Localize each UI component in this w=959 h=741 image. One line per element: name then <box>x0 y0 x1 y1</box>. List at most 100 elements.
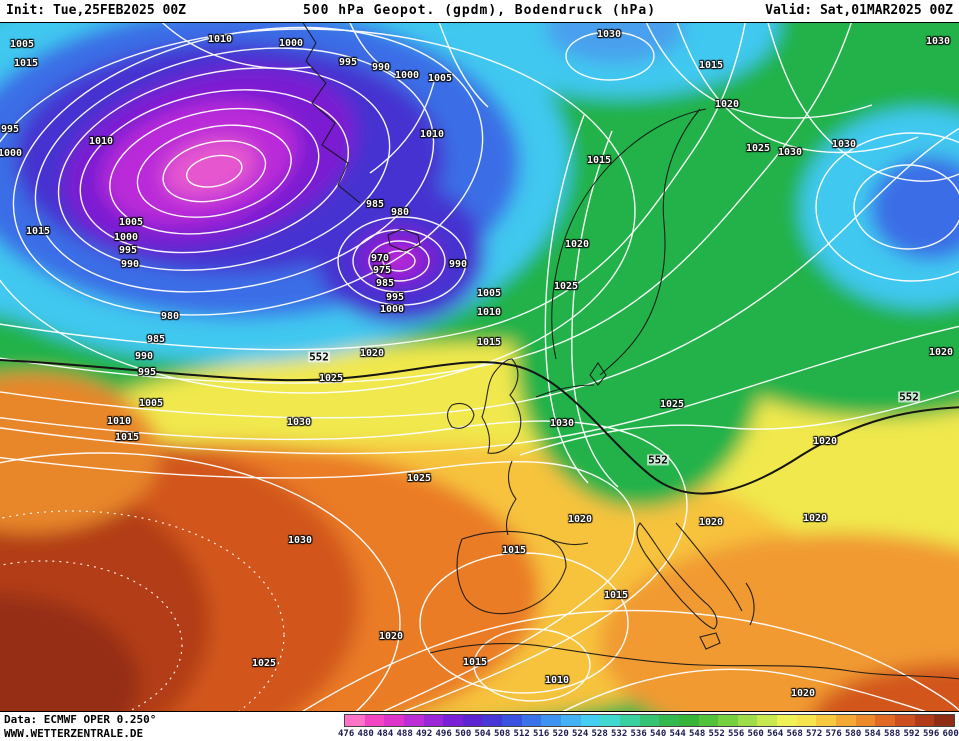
colorbar-tick: 536 <box>630 729 647 739</box>
colorbar-segment <box>619 715 640 726</box>
colorbar-segment <box>934 715 954 726</box>
colorbar-segment <box>894 715 915 726</box>
colorbar-segment <box>914 715 935 726</box>
isobar-label: 1000 <box>0 148 23 159</box>
isobar-label: 1025 <box>659 399 685 410</box>
colorbar-segment <box>364 715 385 726</box>
colorbar-tick: 532 <box>611 729 628 739</box>
isobar-label: 1020 <box>359 348 385 359</box>
isobar-label: 1020 <box>714 99 740 110</box>
isobar-label: 1010 <box>88 136 114 147</box>
colorbar-segment <box>836 715 856 726</box>
isobar-label: 1020 <box>802 513 828 524</box>
isobar-label: 1020 <box>812 436 838 447</box>
geopotential-field-svg <box>0 23 959 711</box>
colorbar-segment <box>757 715 778 726</box>
colorbar-tick: 596 <box>923 729 940 739</box>
colorbar-tick: 584 <box>864 729 881 739</box>
isobar-label: 1025 <box>318 373 344 384</box>
colorbar-tick: 516 <box>533 729 550 739</box>
filled-contours <box>0 23 959 711</box>
isobar-label: 995 <box>137 367 157 378</box>
colorbar-tick: 484 <box>377 729 394 739</box>
colorbar-tick: 556 <box>728 729 745 739</box>
colorbar-segment <box>423 715 444 726</box>
colorbar-segment <box>875 715 895 726</box>
isobar-label: 995 <box>0 124 20 135</box>
init-time: Init: Tue,25FEB2025 00Z <box>6 3 187 18</box>
isobar-label: 1025 <box>251 658 277 669</box>
colorbar-tick: 548 <box>689 729 706 739</box>
isobar-label: 1025 <box>745 143 771 154</box>
colorbar-tick: 576 <box>825 729 842 739</box>
height-contour-label: 552 <box>647 453 669 467</box>
isobar-label: 1020 <box>378 631 404 642</box>
height-contour-552 <box>0 358 959 495</box>
colorbar-tick: 588 <box>884 729 901 739</box>
isobar-label: 1020 <box>928 347 954 358</box>
colorbar-segment <box>639 715 660 726</box>
colorbar-segment <box>502 715 522 726</box>
isobar-label: 1015 <box>476 337 502 348</box>
map-footer: Data: ECMWF OPER 0.250° WWW.WETTERZENTRA… <box>0 712 959 741</box>
colorbar-segment <box>384 715 404 726</box>
colorbar-segment <box>678 715 699 726</box>
colorbar-segment <box>580 715 601 726</box>
colorbar-tick: 540 <box>650 729 667 739</box>
weather-map: 1005 1015 1010 1000 990 995 1000 1005 1010 985 980… <box>0 22 959 712</box>
isobar-label: 1005 <box>9 39 35 50</box>
isobar-label: 1000 <box>379 304 405 315</box>
isobar-label: 1030 <box>287 535 313 546</box>
colorbar-ticks: 476 480 484 488 492 496 500 504 508 512 516 520 524 5… <box>338 729 959 739</box>
data-source: Data: ECMWF OPER 0.250° <box>4 713 157 726</box>
isobar-label: 1030 <box>831 139 857 150</box>
isobar-label: 990 <box>371 62 391 73</box>
map-header: Init: Tue,25FEB2025 00Z 500 hPa Geopot. … <box>0 0 959 22</box>
colorbar-tick: 520 <box>552 729 569 739</box>
colorbar-tick: 592 <box>903 729 920 739</box>
colorbar-tick: 600 <box>942 729 959 739</box>
map-title: 500 hPa Geopot. (gpdm), Bodendruck (hPa) <box>302 3 657 18</box>
colorbar-tick: 552 <box>708 729 725 739</box>
colorbar-tick: 568 <box>786 729 803 739</box>
colorbar-segment <box>403 715 424 726</box>
isobar-label: 1030 <box>596 29 622 40</box>
colorbar-segment <box>796 715 817 726</box>
colorbar-tick: 508 <box>494 729 511 739</box>
website: WWW.WETTERZENTRALE.DE <box>4 727 144 740</box>
colorbar-tick: 500 <box>455 729 472 739</box>
isobar-label: 1030 <box>286 417 312 428</box>
colorbar-segment <box>561 715 581 726</box>
isobar-label: 980 <box>390 207 410 218</box>
colorbar-segment <box>462 715 483 726</box>
colorbar-segment <box>345 715 365 726</box>
isobar-label: 1010 <box>106 416 132 427</box>
colorbar-tick: 580 <box>845 729 862 739</box>
valid-time: Valid: Sat,01MAR2025 00Z <box>765 3 953 18</box>
colorbar-segment <box>698 715 719 726</box>
colorbar-tick: 480 <box>357 729 374 739</box>
map-labels-layer: 1005 1015 1010 1000 990 995 1000 1005 1010 985 980… <box>0 23 959 711</box>
colorbar-segment <box>600 715 620 726</box>
isobar-label: 1025 <box>553 281 579 292</box>
isobar-label: 970 <box>370 253 390 264</box>
isobar-label: 1015 <box>25 226 51 237</box>
colorbar-segment <box>659 715 679 726</box>
isobar-label: 985 <box>375 278 395 289</box>
colorbar-tick: 544 <box>669 729 686 739</box>
colorbar-tick: 528 <box>591 729 608 739</box>
colorbar-segment <box>777 715 797 726</box>
isobar-label: 1010 <box>207 34 233 45</box>
colorbar-segment <box>718 715 738 726</box>
isobar-label: 1030 <box>549 418 575 429</box>
isobar-label: 990 <box>448 259 468 270</box>
isobar-label: 1010 <box>544 675 570 686</box>
height-contour-label: 552 <box>898 390 920 404</box>
dotted-isobar-contours <box>0 510 285 711</box>
isobar-label: 985 <box>146 334 166 345</box>
isobar-label: 1015 <box>501 545 527 556</box>
coastlines <box>302 23 959 680</box>
isobar-label: 1015 <box>586 155 612 166</box>
isobar-label: 995 <box>338 57 358 68</box>
colorbar <box>344 714 955 727</box>
